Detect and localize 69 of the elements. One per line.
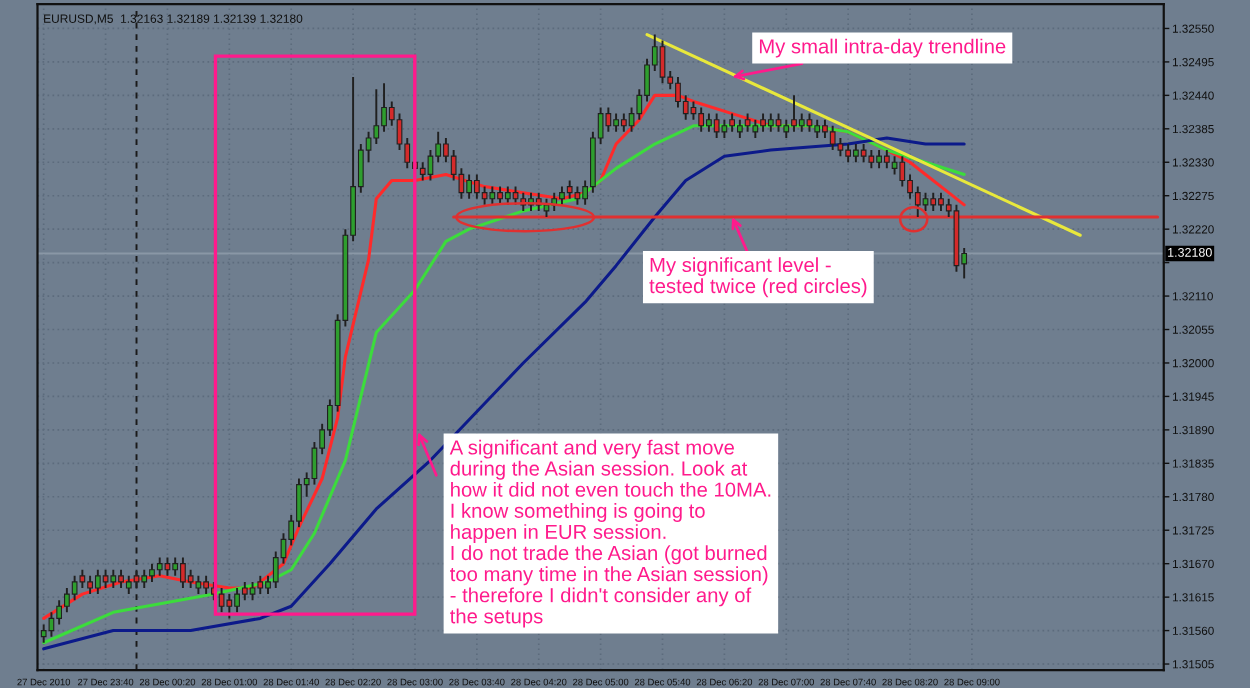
annotation: My significant level - tested twice (red circles) <box>649 257 867 298</box>
candlestick <box>822 118 828 139</box>
candlestick <box>736 118 743 139</box>
candlestick <box>94 568 101 596</box>
candlestick <box>744 112 751 133</box>
candlestick <box>489 185 496 206</box>
candlestick <box>473 173 480 200</box>
candlestick <box>930 191 937 212</box>
candlestick <box>845 143 852 164</box>
text: A significant and very fast move during the Asian session. Look at how it did not even touch the 10MA. I know something is going to happen in EUR session. I do not trade the Asian (got burned too many time in the Asian session) - therefore I didn't consider any of the setups <box>449 439 771 628</box>
candlestick <box>203 574 210 596</box>
candlestick <box>675 76 681 109</box>
candlestick <box>241 580 248 602</box>
candlestick <box>706 112 712 133</box>
candlestick <box>713 112 720 139</box>
candlestick <box>141 568 148 589</box>
candlestick <box>860 143 867 164</box>
candlestick <box>102 568 109 589</box>
candlestick <box>87 574 93 596</box>
candlestick <box>566 179 573 200</box>
annotation: My small intra-day trendline <box>759 38 1006 58</box>
candlestick <box>868 149 875 170</box>
candlestick <box>613 112 619 133</box>
candlestick <box>767 112 774 133</box>
candlestick <box>876 149 882 170</box>
candlestick <box>605 106 612 133</box>
candlestick <box>559 185 565 206</box>
candlestick <box>698 106 705 133</box>
candlestick <box>783 118 790 139</box>
candlestick <box>64 587 70 614</box>
candlestick <box>427 149 434 182</box>
candlestick <box>257 574 264 596</box>
candlestick <box>180 556 186 589</box>
candlestick <box>249 580 256 602</box>
candlestick <box>164 556 171 577</box>
candlestick <box>118 568 124 589</box>
candlestick <box>110 568 117 589</box>
candlestick <box>891 155 898 176</box>
candlestick <box>899 155 906 188</box>
candlestick <box>187 568 194 589</box>
candlestick <box>775 112 782 133</box>
candlestick <box>172 556 179 577</box>
candlestick <box>853 143 859 164</box>
candlestick <box>883 149 890 170</box>
candlestick <box>798 112 805 133</box>
candlestick <box>56 599 63 626</box>
candlestick <box>133 568 140 589</box>
candlestick <box>71 574 78 602</box>
candlestick <box>125 574 132 596</box>
candlestick <box>829 124 836 152</box>
candlestick <box>791 94 797 133</box>
candlestick <box>466 173 473 200</box>
candlestick <box>760 112 766 133</box>
candlestick <box>226 593 233 620</box>
candlestick <box>938 191 944 212</box>
candlestick <box>620 112 627 133</box>
candlestick <box>419 161 426 182</box>
candlestick <box>218 587 225 614</box>
candlestick <box>149 562 155 583</box>
candlestick <box>690 100 697 121</box>
candlestick <box>48 611 55 638</box>
candlestick <box>752 118 759 139</box>
candlestick <box>234 587 240 614</box>
candlestick <box>721 118 728 139</box>
candlestick <box>814 118 821 139</box>
candlestick <box>729 112 735 133</box>
candlestick <box>381 82 387 133</box>
candlestick <box>195 574 202 596</box>
candlestick <box>156 556 163 577</box>
